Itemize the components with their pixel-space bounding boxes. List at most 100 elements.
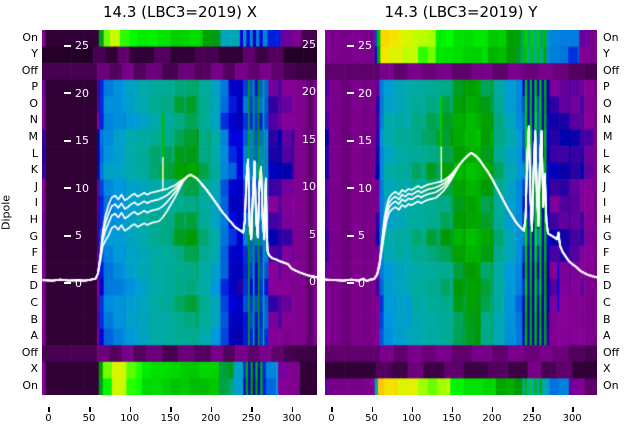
xtick-mark (251, 407, 253, 412)
ytick-dash-icon (64, 187, 71, 189)
row-label-right-15: D (603, 279, 612, 293)
row-label-left-17: B (30, 312, 38, 326)
ytick-dash-icon (64, 44, 71, 47)
row-label-left-2: Off (21, 63, 38, 77)
row-label-left-5: N (29, 113, 38, 127)
row-label-left-20: X (30, 362, 38, 376)
row-label-right-8: K (603, 163, 611, 177)
xtick-mark (331, 407, 333, 412)
row-label-left-21: On (22, 378, 38, 392)
xtick-label: 0 (328, 413, 335, 424)
row-label-right-21: On (603, 378, 619, 392)
xtick-mark (451, 407, 454, 412)
ytick-dash-icon (64, 234, 71, 237)
row-label-left-1: Y (31, 47, 38, 61)
row-label-right-19: Off (603, 345, 620, 359)
row-label-right-9: J (603, 179, 607, 193)
xtick-mark (572, 407, 574, 412)
panel-y-title: 14.3 (LBC3=2019) Y (384, 3, 538, 21)
row-label-left-0: On (22, 30, 38, 44)
xtick-label: 100 (120, 413, 140, 424)
row-label-right-13: F (603, 246, 610, 260)
row-label-right-18: A (603, 329, 611, 343)
panel-x-title: 14.3 (LBC3=2019) X (102, 3, 258, 21)
inner-ytick-25: 25 (64, 38, 89, 54)
xtick-mark (491, 407, 494, 412)
row-label-left-7: L (31, 146, 38, 160)
xtick-label: 300 (282, 413, 302, 424)
inner-ytick-0: 0 (347, 275, 365, 291)
panel-y: 25 20 15 10 5 0 (325, 30, 597, 395)
row-label-left-19: Off (21, 345, 38, 359)
xtick-mark (210, 407, 213, 412)
row-label-left-14: E (31, 262, 38, 276)
inner-ytick-right-10: 10 (302, 180, 316, 193)
row-label-right-16: C (603, 295, 611, 309)
ytick-value: 20 (75, 86, 89, 100)
xtick-label: 250 (522, 413, 542, 424)
ytick-dash-icon (347, 44, 354, 47)
row-label-right-0: On (603, 30, 619, 44)
xtick-label: 0 (45, 413, 52, 424)
ytick-dash-icon (347, 139, 354, 142)
inner-ytick-5: 5 (347, 228, 365, 244)
xtick-mark (170, 407, 172, 412)
ytick-value: 5 (358, 229, 365, 242)
inner-ytick-25: 25 (347, 38, 372, 54)
xtick-mark (48, 407, 50, 412)
row-label-left-11: H (29, 213, 38, 226)
xtick-mark (291, 407, 294, 412)
panel-y-heatmap-canvas (325, 30, 597, 395)
ytick-value: 25 (358, 39, 372, 52)
inner-ytick-right-5: 5 (309, 227, 316, 241)
xtick-label: 300 (562, 413, 582, 424)
ytick-value: 15 (358, 134, 372, 147)
xtick-label: 250 (241, 413, 261, 424)
xtick-label: 150 (160, 413, 180, 424)
row-label-right-12: G (603, 229, 612, 243)
row-labels-right: On Y Off P O N M L K J I H G F E D C B A Off X On (603, 0, 640, 440)
row-label-right-17: B (603, 312, 611, 326)
inner-ytick-20: 20 (347, 85, 372, 101)
inner-ytick-right-25: 25 (302, 37, 316, 51)
row-label-left-6: M (28, 130, 39, 144)
row-label-left-13: F (31, 246, 38, 260)
xtick-label: 150 (442, 413, 462, 424)
ytick-dash-icon (64, 92, 71, 94)
ytick-value: 20 (358, 86, 372, 100)
ytick-value: 5 (75, 229, 82, 242)
inner-ytick-right-15: 15 (302, 132, 316, 146)
xtick-mark (532, 407, 534, 412)
row-label-left-16: C (30, 295, 38, 309)
ytick-value: 10 (358, 181, 372, 195)
ytick-value: 25 (75, 39, 89, 52)
xtick-label: 50 (365, 413, 378, 424)
inner-ytick-0: 0 (64, 275, 82, 291)
row-label-left-4: O (29, 96, 38, 110)
ytick-value: 15 (75, 134, 89, 147)
xtick-mark (89, 407, 91, 412)
xtick-label: 50 (82, 413, 96, 424)
row-label-right-3: P (603, 80, 610, 94)
xtick-label: 200 (201, 413, 221, 424)
xtick-mark (371, 407, 374, 412)
xtick-label: 200 (482, 413, 502, 424)
panel-x: 25 25 20 20 15 15 10 10 5 5 0 0 (42, 30, 317, 395)
ytick-value: 10 (75, 181, 89, 195)
xtick-mark (129, 407, 132, 412)
ytick-dash-icon (64, 282, 71, 284)
row-label-right-10: I (603, 196, 607, 210)
row-label-right-6: M (603, 130, 613, 144)
row-label-right-5: N (603, 113, 612, 127)
ytick-dash-icon (347, 282, 354, 284)
ytick-dash-icon (347, 92, 354, 94)
row-label-left-18: A (30, 329, 38, 343)
row-label-right-2: Off (603, 63, 620, 77)
ytick-value: 0 (75, 276, 82, 290)
row-label-right-7: L (603, 146, 610, 160)
inner-ytick-10: 10 (64, 180, 89, 196)
inner-ytick-5: 5 (64, 228, 82, 244)
row-label-right-14: E (603, 262, 610, 276)
row-label-left-15: D (29, 279, 38, 293)
